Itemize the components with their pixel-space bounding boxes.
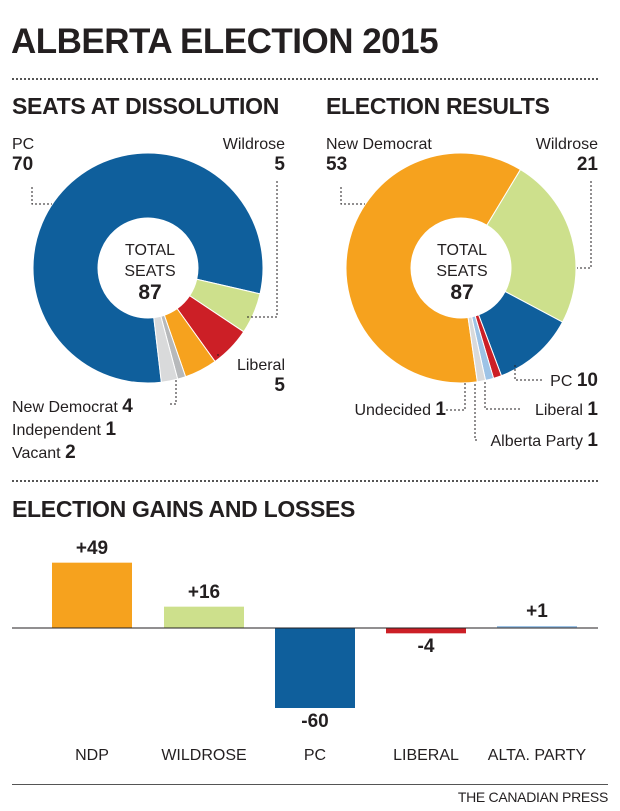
label-ndp-dissolution: New Democrat 4 — [12, 396, 133, 418]
dissolution-center-line2: SEATS — [124, 263, 176, 280]
ndp-value: 4 — [122, 396, 133, 417]
wildrose-value: 5 — [274, 154, 285, 175]
leader-wildrose — [245, 181, 278, 318]
pc-results-value: 10 — [576, 370, 598, 391]
results-center-line2: SEATS — [436, 263, 488, 280]
credit-line: THE CANADIAN PRESS — [457, 789, 608, 805]
bar-category-label: WILDROSE — [161, 747, 247, 764]
bar-value-label: +1 — [526, 601, 548, 622]
label-liberal-results: Liberal 1 — [535, 399, 598, 421]
bar-ndp — [52, 562, 132, 628]
albertaparty-results-value: 1 — [587, 430, 598, 451]
bar-wildrose — [164, 606, 244, 628]
wildrose-results-value: 21 — [576, 154, 598, 175]
label-liberal-dissolution: Liberal 5 — [237, 356, 285, 397]
wildrose-name: Wildrose — [222, 136, 285, 153]
label-pc-results: PC 10 — [550, 370, 598, 392]
bar-category-label: LIBERAL — [393, 747, 459, 764]
leader-undecided-results — [446, 382, 466, 411]
bar-value-label: +49 — [75, 537, 109, 559]
independent-value: 1 — [105, 419, 117, 440]
bar-category-label: PC — [303, 747, 327, 764]
label-undecided-results: Undecided 1 — [354, 399, 446, 421]
bar-category-label: ALTA. PARTY — [487, 747, 587, 764]
pie-slice-new-democrat — [345, 152, 522, 384]
pc-results-name: PC — [550, 373, 573, 390]
leader-ndp-results — [340, 187, 365, 205]
results-title: ELECTION RESULTS — [326, 93, 550, 119]
dissolution-center: TOTAL SEATS 87 — [110, 240, 190, 304]
leader-ndp — [170, 378, 177, 405]
leader-wildrose-results — [577, 181, 592, 269]
bar-value-label: -60 — [301, 711, 329, 732]
dissolution-center-line1: TOTAL — [124, 242, 176, 259]
label-ndp-results: New Democrat 53 — [326, 135, 432, 176]
dissolution-donut — [32, 152, 264, 384]
results-center-total: 87 — [450, 281, 474, 304]
bar-liberal — [386, 628, 466, 634]
dissolution-title: SEATS AT DISSOLUTION — [12, 93, 280, 119]
vacant-name: Vacant — [12, 445, 61, 462]
leader-pc — [31, 187, 52, 205]
dissolution-center-total: 87 — [138, 281, 162, 304]
pie-slice-vacant — [153, 315, 179, 383]
liberal-results-value: 1 — [587, 399, 598, 420]
bar-value-label: +16 — [187, 581, 221, 603]
middle-divider — [12, 480, 598, 482]
leader-albertaparty-results — [474, 382, 477, 441]
gains-title: ELECTION GAINS AND LOSSES — [12, 496, 356, 522]
bottom-divider — [12, 784, 608, 785]
ndp-results-name: New Democrat — [326, 136, 432, 153]
label-wildrose-results: Wildrose 21 — [536, 135, 598, 176]
bar-alta-party — [497, 626, 577, 628]
pie-slice-pc — [32, 152, 264, 384]
bar-value-label: -4 — [417, 636, 435, 658]
results-donut — [345, 152, 577, 384]
ndp-name: New Democrat — [12, 399, 118, 416]
pie-slice-undecided — [467, 316, 487, 383]
liberal-value: 5 — [274, 375, 285, 396]
bar-pc — [275, 628, 355, 708]
undecided-results-name: Undecided — [354, 402, 431, 419]
label-vacant-dissolution: Vacant 2 — [12, 442, 76, 464]
independent-name: Independent — [12, 422, 101, 439]
pie-slice-wildrose — [486, 168, 577, 323]
leader-pc-results — [514, 363, 542, 381]
vacant-value: 2 — [65, 442, 76, 463]
undecided-results-value: 1 — [435, 399, 446, 420]
pc-value: 70 — [12, 154, 34, 175]
top-divider — [12, 78, 598, 80]
wildrose-results-name: Wildrose — [535, 136, 598, 153]
ndp-results-value: 53 — [326, 154, 348, 175]
liberal-name: Liberal — [236, 357, 285, 374]
leader-lines — [31, 181, 592, 441]
label-albertaparty-results: Alberta Party 1 — [490, 430, 598, 452]
page-title: ALBERTA ELECTION 2015 — [11, 22, 439, 61]
gains-bar-chart — [12, 562, 598, 708]
results-center-line1: TOTAL — [436, 242, 488, 259]
results-center: TOTAL SEATS 87 — [422, 240, 502, 304]
pc-name: PC — [12, 136, 35, 153]
albertaparty-results-name: Alberta Party — [490, 433, 583, 450]
label-wildrose-dissolution: Wildrose 5 — [223, 135, 285, 176]
label-pc-dissolution: PC 70 — [12, 135, 34, 176]
leader-liberal-results — [484, 382, 520, 410]
liberal-results-name: Liberal — [534, 402, 583, 419]
bar-category-label: NDP — [75, 747, 109, 764]
label-independent-dissolution: Independent 1 — [12, 419, 116, 441]
